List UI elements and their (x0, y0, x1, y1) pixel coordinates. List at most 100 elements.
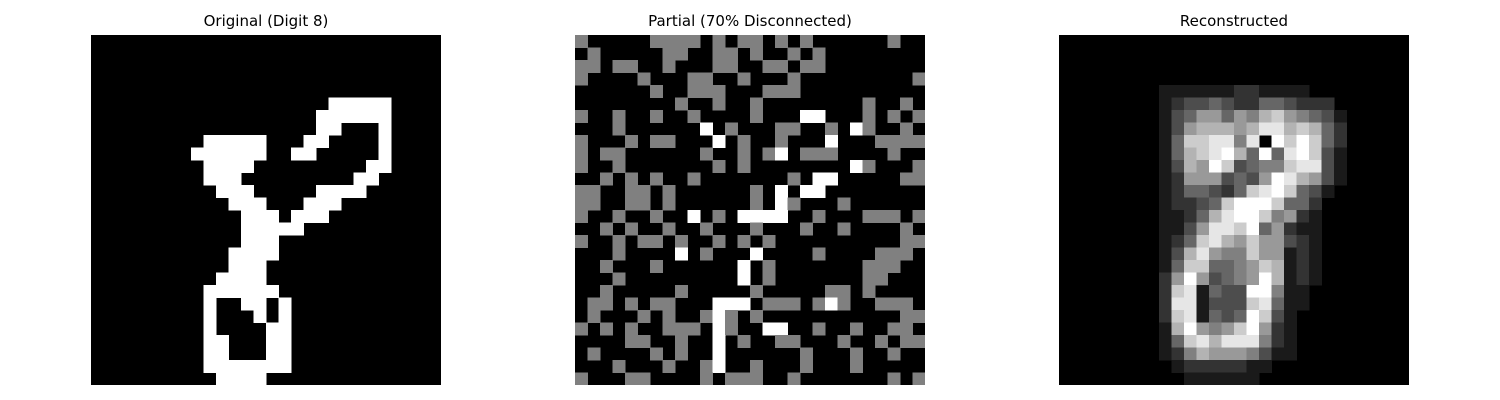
pixel-cell (812, 110, 826, 123)
pixel-cell (625, 197, 638, 211)
pixel-cell (1196, 297, 1210, 311)
pixel-cell (787, 85, 801, 98)
pixel-cell (1196, 122, 1210, 136)
pixel-cell (800, 347, 813, 361)
pixel-cell (1184, 172, 1197, 186)
pixel-cell (887, 110, 901, 123)
pixel-cell (837, 297, 851, 311)
pixel-cell (1259, 172, 1272, 186)
pixel-cell (625, 60, 638, 73)
pixel-cell (216, 335, 229, 348)
pixel-cell (1259, 335, 1272, 348)
pixel-cell (1296, 147, 1310, 161)
pixel-cell (575, 235, 588, 248)
pixel-cell (687, 210, 701, 223)
pixel-cell (725, 47, 738, 61)
pixel-cell (1309, 197, 1322, 211)
reconstructed-digit-image (1059, 35, 1409, 385)
pixel-cell (1159, 210, 1172, 223)
pixel-cell (575, 72, 588, 86)
pixel-cell (1209, 322, 1222, 336)
pixel-cell (228, 185, 242, 198)
pixel-cell (253, 235, 267, 248)
pixel-cell (1334, 110, 1347, 123)
pixel-cell (1259, 122, 1272, 136)
pixel-cell (203, 347, 217, 361)
pixel-cell (1159, 110, 1172, 123)
pixel-cell (1234, 260, 1247, 273)
pixel-cell (216, 360, 229, 373)
pixel-cell (662, 135, 676, 148)
pixel-cell (1196, 322, 1210, 336)
pixel-cell (887, 347, 901, 361)
pixel-cell (775, 35, 788, 48)
pixel-cell (1171, 122, 1185, 136)
pixel-cell (862, 110, 876, 123)
pixel-cell (637, 235, 651, 248)
pixel-cell (787, 47, 801, 61)
pixel-cell (675, 247, 688, 261)
pixel-cell (1271, 297, 1285, 311)
pixel-cell (1184, 347, 1197, 361)
pixel-cell (587, 47, 601, 61)
pixel-cell (875, 135, 888, 148)
pixel-cell (712, 135, 726, 148)
pixel-cell (1159, 272, 1172, 286)
pixel-cell (1209, 247, 1222, 261)
pixel-cell (1171, 360, 1185, 373)
pixel-cell (1184, 122, 1197, 136)
pixel-cell (1296, 272, 1310, 286)
pixel-cell (850, 160, 863, 173)
pixel-cell (587, 197, 601, 211)
pixel-cell (366, 110, 379, 123)
pixel-cell (862, 210, 876, 223)
pixel-cell (1296, 172, 1310, 186)
pixel-cell (1284, 347, 1297, 361)
pixel-cell (203, 322, 217, 336)
pixel-cell (1246, 297, 1260, 311)
pixel-cell (837, 222, 851, 236)
pixel-cell (612, 235, 626, 248)
pixel-cell (1259, 85, 1272, 98)
pixel-cell (737, 35, 751, 48)
pixel-cell (341, 110, 354, 123)
pixel-cell (887, 35, 901, 48)
pixel-cell (900, 247, 913, 261)
pixel-cell (750, 110, 763, 123)
pixel-cell (241, 222, 254, 236)
pixel-cell (750, 185, 763, 198)
pixel-cell (278, 322, 292, 336)
pixel-cell (1321, 97, 1335, 111)
pixel-cell (1209, 85, 1222, 98)
pixel-cell (812, 297, 826, 311)
pixel-cell (1196, 110, 1210, 123)
pixel-cell (787, 297, 801, 311)
pixel-cell (800, 110, 813, 123)
pixel-cell (1296, 210, 1310, 223)
pixel-cell (1184, 372, 1197, 385)
pixel-cell (1246, 97, 1260, 111)
pixel-cell (887, 297, 901, 311)
pixel-cell (762, 322, 776, 336)
pixel-cell (278, 347, 292, 361)
pixel-cell (1246, 185, 1260, 198)
pixel-cell (1171, 197, 1185, 211)
pixel-cell (912, 110, 925, 123)
pixel-cell (203, 310, 217, 323)
pixel-cell (303, 135, 317, 148)
pixel-cell (700, 247, 713, 261)
pixel-cell (775, 210, 788, 223)
pixel-cell (787, 72, 801, 86)
pixel-cell (725, 60, 738, 73)
pixel-cell (725, 372, 738, 385)
pixel-cell (1309, 235, 1322, 248)
pixel-cell (1221, 160, 1235, 173)
pixel-cell (1246, 360, 1260, 373)
pixel-cell (1221, 222, 1235, 236)
pixel-cell (912, 172, 925, 186)
pixel-cell (1209, 210, 1222, 223)
pixel-cell (725, 310, 738, 323)
pixel-cell (1321, 135, 1335, 148)
pixel-cell (1196, 272, 1210, 286)
pixel-cell (1159, 97, 1172, 111)
